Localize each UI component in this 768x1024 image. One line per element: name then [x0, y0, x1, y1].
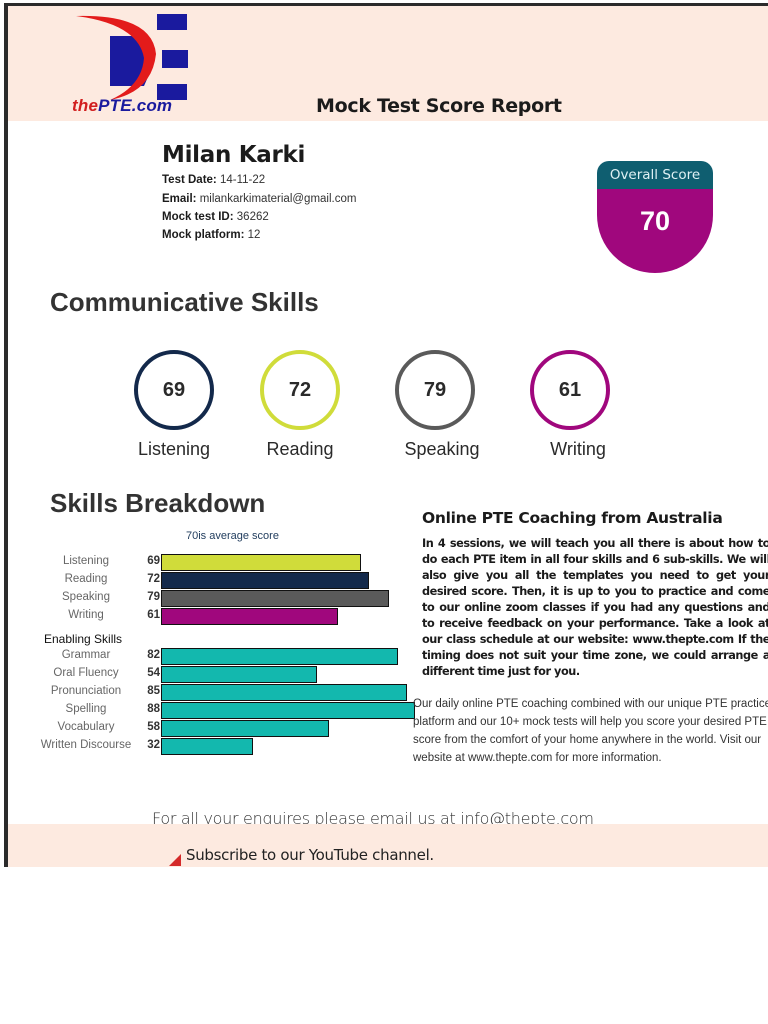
bar-label-written-discourse: Written Discourse — [40, 739, 132, 751]
bar-label-listening: Listening — [62, 555, 110, 567]
bar-label-vocabulary: Vocabulary — [57, 721, 115, 733]
mock-test-id-label: Mock test ID: — [162, 211, 234, 223]
speaking-label: Speaking — [404, 439, 480, 459]
bar-label-writing: Writing — [68, 609, 104, 621]
candidate-name: Milan Karki — [162, 142, 306, 168]
communicative-skills-title: Communicative Skills — [50, 287, 319, 317]
bar-written-discourse — [161, 738, 253, 755]
bar-value-written-discourse: 32 — [147, 739, 160, 751]
bar-spelling — [161, 702, 415, 719]
bar-pronunciation — [161, 684, 407, 701]
speaking-score-circle: 79 — [395, 350, 475, 430]
listening-label: Listening — [137, 439, 211, 459]
score-report-page: thePTE.com Mock Test Score Report Milan … — [4, 3, 768, 867]
bar-label-pronunciation: Pronunciation — [50, 685, 122, 697]
overall-score-value: 70 — [597, 189, 713, 273]
bar-label-reading: Reading — [64, 573, 108, 585]
reading-score-circle: 72 — [260, 350, 340, 430]
promo-body-secondary: Our daily online PTE coaching combined w… — [413, 698, 768, 764]
bar-label-speaking: Speaking — [62, 591, 110, 603]
chart-caption: 70is average score — [186, 530, 279, 542]
writing-score-circle: 61 — [530, 350, 610, 430]
reading-label: Reading — [266, 439, 334, 459]
bar-label-grammar: Grammar — [61, 649, 111, 661]
mock-test-id: Mock test ID: 36262 — [162, 211, 269, 223]
mock-platform: Mock platform: 12 — [162, 229, 260, 241]
test-date-value: 14-11-22 — [219, 174, 266, 186]
bar-value-writing: 61 — [147, 609, 160, 621]
promo-title: Online PTE Coaching from Australia — [422, 509, 723, 527]
mock-platform-label: Mock platform: — [162, 229, 245, 241]
test-date-label: Test Date: — [162, 174, 217, 186]
bar-value-grammar: 82 — [147, 649, 160, 661]
bar-label-spelling: Spelling — [65, 703, 107, 715]
bar-reading — [161, 572, 369, 589]
bar-value-reading: 72 — [147, 573, 160, 585]
overall-score-label: Overall Score — [597, 161, 713, 189]
email-value: milankarkimaterial@gmail.com — [199, 193, 357, 205]
bar-value-oral-fluency: 54 — [147, 667, 160, 679]
skills-breakdown-title: Skills Breakdown — [50, 488, 266, 518]
report-footer: Subscribe to our YouTube channel. — [8, 824, 768, 867]
bar-speaking — [161, 590, 389, 607]
listening-score-circle: 69 — [134, 350, 214, 430]
mock-test-id-value: 36262 — [236, 211, 269, 223]
logo-prefix: the — [72, 96, 99, 115]
email-label: Email: — [162, 193, 197, 205]
bar-value-spelling: 88 — [147, 703, 160, 715]
youtube-icon[interactable] — [169, 854, 181, 866]
bar-oral-fluency — [161, 666, 317, 683]
mock-platform-value: 12 — [247, 229, 261, 241]
bar-listening — [161, 554, 361, 571]
youtube-subscribe-link[interactable]: Subscribe to our YouTube channel. — [186, 846, 434, 864]
overall-score-badge: Overall Score 70 — [597, 161, 713, 273]
bar-value-speaking: 79 — [147, 591, 160, 603]
bar-value-pronunciation: 85 — [147, 685, 160, 697]
enquiry-text: For all your enquires please email us at… — [152, 809, 594, 828]
test-date: Test Date: 14-11-22 — [162, 174, 265, 186]
email: Email: milankarkimaterial@gmail.com — [162, 193, 356, 205]
page-title: Mock Test Score Report — [316, 95, 562, 117]
bar-grammar — [161, 648, 398, 665]
logo-brand: PTE.com — [98, 96, 173, 115]
bar-value-vocabulary: 58 — [147, 721, 160, 733]
bar-value-listening: 69 — [147, 555, 160, 567]
logo-wordmark: thePTE.com — [72, 96, 172, 116]
promo-body: In 4 sessions, we will teach you all the… — [422, 537, 768, 678]
bar-writing — [161, 608, 338, 625]
writing-label: Writing — [550, 439, 606, 459]
thepte-logo-icon — [76, 14, 188, 100]
report-header: thePTE.com Mock Test Score Report — [8, 6, 768, 121]
enabling-skills-heading: Enabling Skills — [44, 632, 123, 646]
bar-label-oral-fluency: Oral Fluency — [53, 667, 119, 679]
bar-vocabulary — [161, 720, 329, 737]
